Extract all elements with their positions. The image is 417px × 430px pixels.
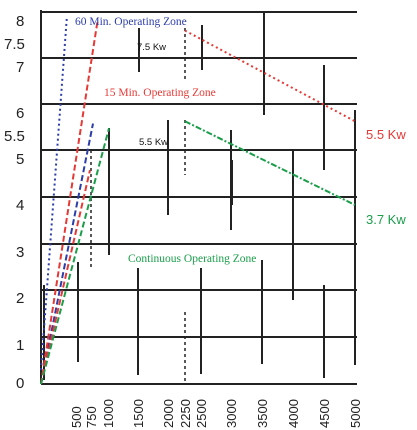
y-tick-label: 5 — [16, 151, 24, 168]
series-label-3-7kw: 3.7 Kw — [366, 212, 406, 227]
ramp-line — [40, 123, 94, 385]
power-label-5-5kw-inner: 5.5 Kw — [139, 137, 168, 148]
series-line — [184, 120, 356, 206]
x-tick-label: 3500 — [255, 399, 270, 428]
zone-label-15-min: 15 Min. Operating Zone — [104, 87, 216, 99]
horizontal-gridlines — [41, 11, 357, 338]
ramp-lines — [40, 16, 110, 385]
x-tick-label: 4000 — [286, 399, 301, 428]
y-tick-label: 8 — [16, 13, 24, 30]
y-tick-label: 1 — [16, 337, 24, 354]
series-label-5-5kw: 5.5 Kw — [366, 127, 406, 142]
vertical-dashed-guides — [90, 28, 186, 384]
x-tick-label: 4500 — [317, 399, 332, 428]
y-tick-label: 4 — [16, 197, 24, 214]
x-tick-label: 1500 — [131, 399, 146, 428]
zone-label-60-min: 60 Min. Operating Zone — [75, 16, 187, 28]
x-tick-labels: 500 750 1000 1500 2000 2250 2500 3000 35… — [69, 399, 363, 428]
y-tick-label: 7.5 — [4, 36, 25, 53]
x-tick-label: 2250 — [178, 399, 193, 428]
power-label-7-5kw: 7.5 Kw — [137, 42, 166, 53]
ramp-line — [40, 127, 110, 385]
vertical-gridlines — [43, 12, 356, 380]
x-tick-label: 2000 — [161, 399, 176, 428]
y-tick-label: 6 — [16, 105, 24, 122]
x-tick-label: 500 — [69, 406, 84, 428]
x-tick-label: 2500 — [194, 399, 209, 428]
y-tick-label: 7 — [16, 59, 24, 76]
x-tick-label: 5000 — [348, 399, 363, 428]
ramp-line — [40, 16, 68, 371]
x-tick-label: 3000 — [224, 399, 239, 428]
y-tick-label: 5.5 — [4, 128, 25, 145]
y-tick-label: 2 — [16, 290, 24, 307]
y-tick-label: 0 — [16, 375, 24, 392]
power-curves — [184, 29, 356, 206]
ramp-line — [40, 169, 91, 385]
x-tick-label: 1000 — [101, 399, 116, 428]
ramp-line — [40, 21, 99, 385]
y-tick-labels: 8 7.5 7 6 5.5 5 4 3 2 1 0 — [4, 13, 25, 392]
x-tick-label: 750 — [84, 406, 99, 428]
y-tick-label: 3 — [16, 244, 24, 261]
series-line — [184, 29, 356, 123]
zone-label-continuous: Continuous Operating Zone — [128, 253, 256, 265]
